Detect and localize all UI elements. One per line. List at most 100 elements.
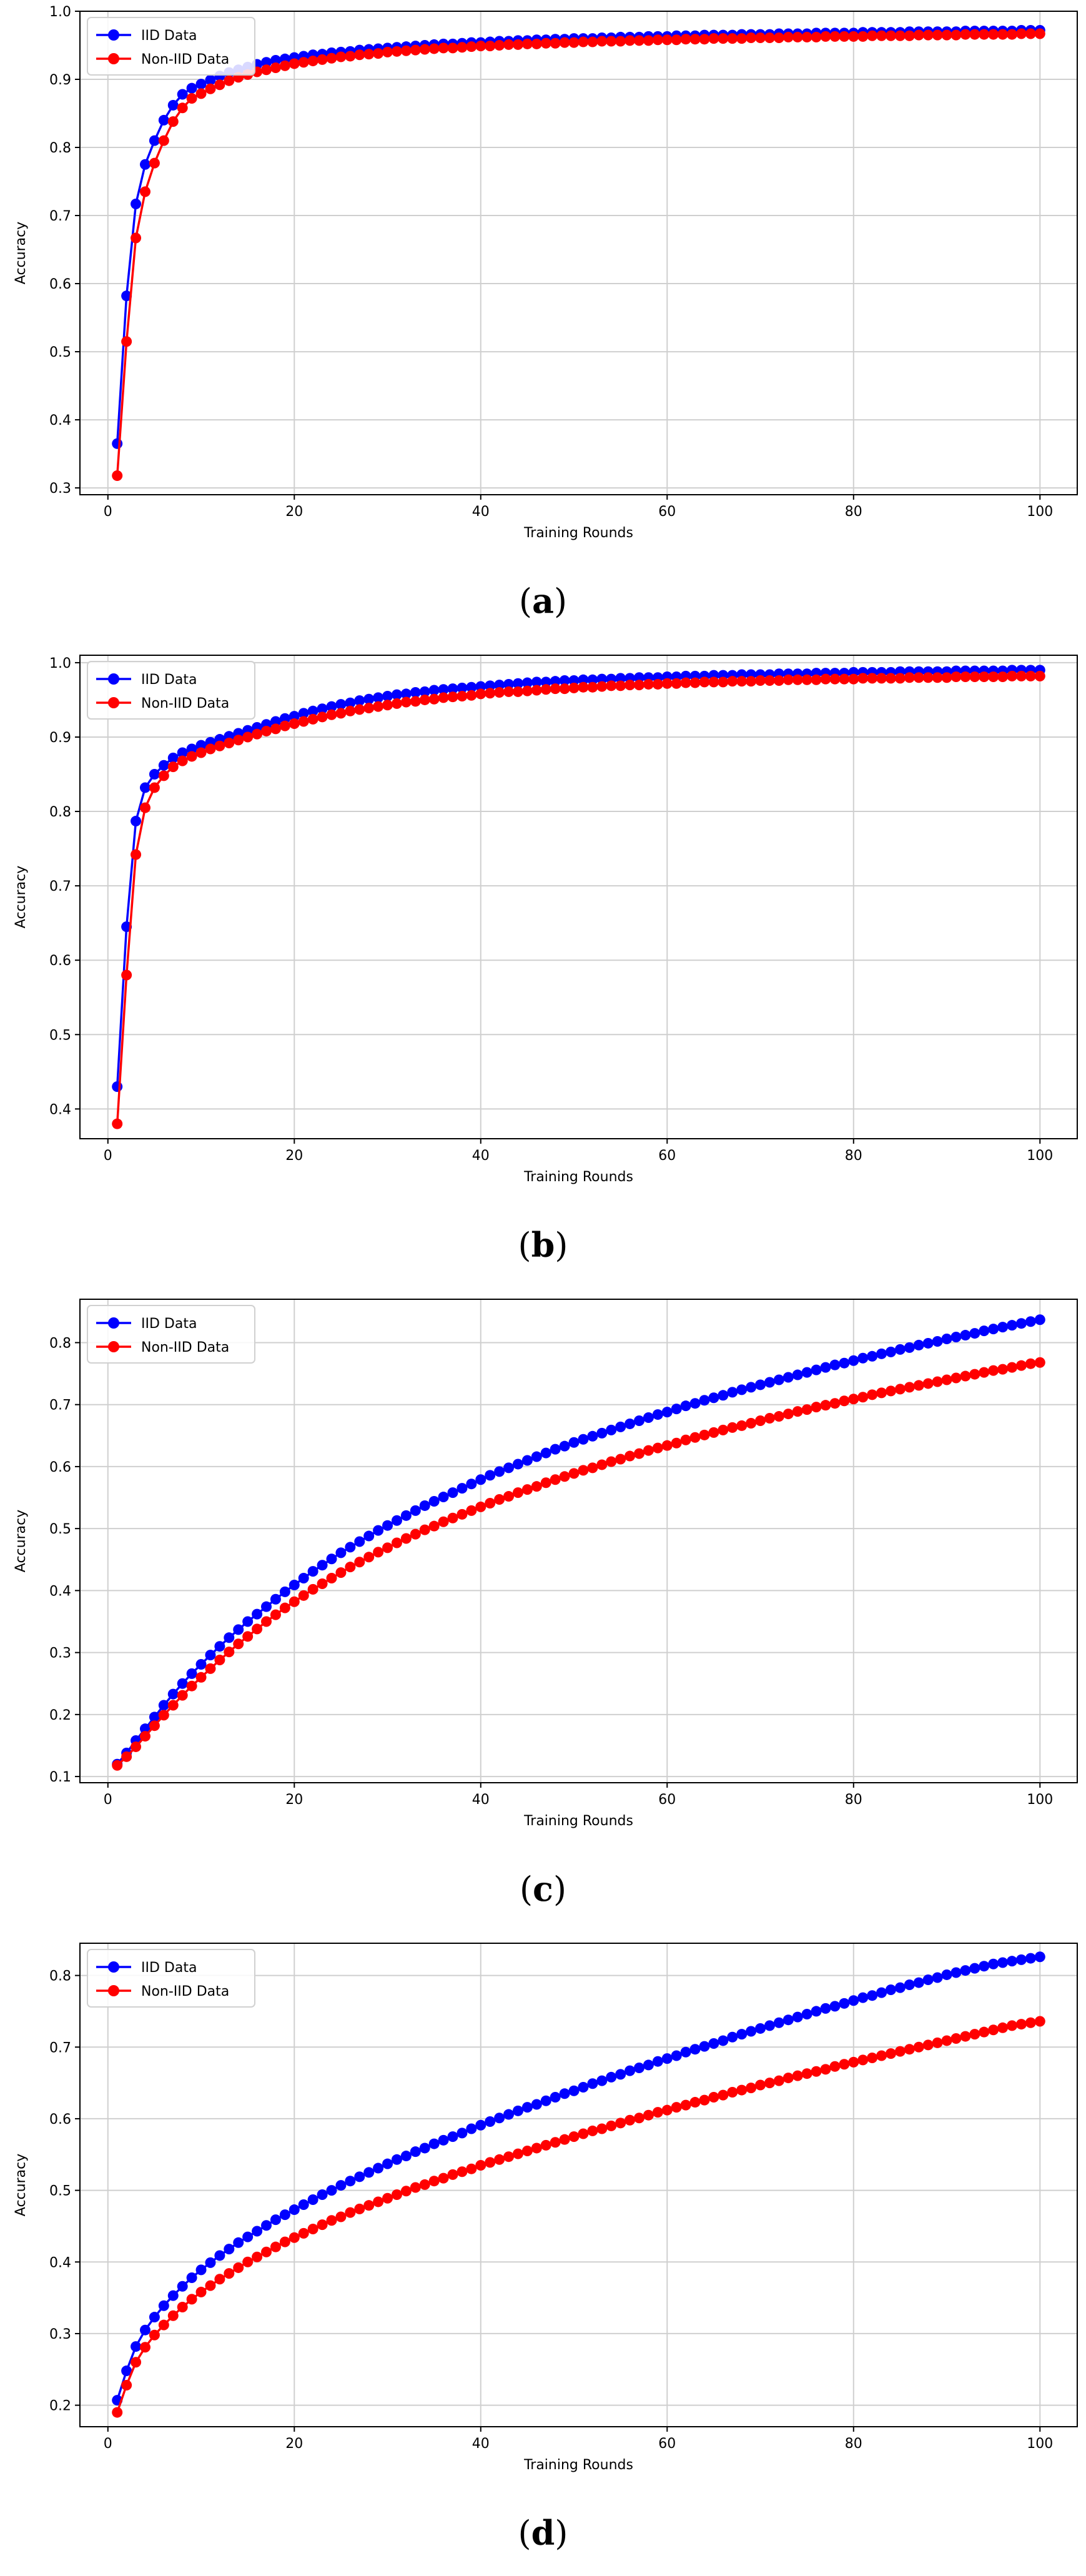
- panel-caption-a: (a): [518, 581, 568, 621]
- data-point: [689, 2097, 701, 2108]
- data-point: [177, 89, 188, 100]
- chart-panel-b: 0 20 40 60 80 100 0.4 0.5 0.6 0.7 0.8 0.9 1.0 Trainin…: [0, 644, 1086, 1288]
- data-point: [503, 1491, 515, 1502]
- data-point: [997, 1322, 1009, 1333]
- data-point: [485, 41, 496, 52]
- y-tick-label: 0.3: [49, 1646, 71, 1662]
- data-point: [634, 1415, 645, 1426]
- data-point: [503, 2109, 515, 2120]
- data-point: [270, 62, 281, 73]
- data-point: [438, 1516, 449, 1527]
- data-point: [708, 33, 719, 44]
- data-point: [391, 2154, 402, 2165]
- data-point: [997, 2022, 1009, 2033]
- data-point: [270, 54, 281, 66]
- data-point: [848, 1995, 859, 2006]
- data-point: [941, 2035, 952, 2046]
- data-point: [521, 685, 533, 696]
- data-point: [410, 1528, 421, 1540]
- data-point: [643, 1445, 654, 1456]
- data-point: [746, 2083, 757, 2094]
- y-tick-label: 0.8: [49, 1335, 71, 1351]
- data-point: [158, 1710, 169, 1721]
- data-point: [699, 2094, 710, 2106]
- data-point: [988, 671, 999, 683]
- data-point: [400, 1533, 412, 1544]
- data-point: [363, 693, 375, 705]
- data-point: [289, 711, 300, 722]
- legend: IID Data Non-IID Data: [87, 1949, 255, 2008]
- data-point: [139, 186, 151, 197]
- data-point: [773, 1374, 784, 1385]
- data-point: [913, 672, 924, 683]
- data-point: [112, 438, 123, 449]
- data-point: [307, 1566, 318, 1577]
- data-point: [261, 64, 272, 76]
- panel-label-c: c: [533, 1869, 553, 1909]
- data-point: [289, 718, 300, 730]
- legend: IID Data Non-IID Data: [87, 17, 255, 76]
- data-point: [913, 29, 924, 41]
- data-point: [457, 690, 468, 701]
- data-point: [521, 1484, 533, 1495]
- series-line: [116, 1361, 1040, 1766]
- legend-marker: [108, 29, 119, 41]
- data-point: [224, 1647, 235, 1658]
- data-point: [354, 49, 365, 61]
- data-point: [634, 2063, 645, 2074]
- data-point: [214, 740, 225, 751]
- legend-box: [87, 1949, 255, 2008]
- panel-label-d: d: [531, 2513, 555, 2553]
- data-point: [112, 1118, 123, 1129]
- data-point: [941, 1374, 952, 1385]
- x-tick-label: 60: [658, 504, 676, 520]
- data-point: [503, 1462, 515, 1474]
- data-point: [494, 40, 505, 51]
- data-point: [419, 1500, 430, 1511]
- data-point: [801, 31, 812, 42]
- data-point: [755, 32, 766, 44]
- data-point: [811, 31, 822, 42]
- data-point: [428, 2138, 440, 2149]
- data-point: [820, 2003, 831, 2014]
- data-point: [979, 1961, 990, 1972]
- y-tick-label: 0.5: [49, 2184, 71, 2199]
- data-point: [596, 1459, 608, 1470]
- data-point: [624, 2065, 636, 2076]
- data-point: [894, 1982, 906, 1993]
- data-point: [466, 2163, 477, 2174]
- data-point: [466, 1505, 477, 1516]
- data-point: [894, 30, 906, 41]
- data-point: [121, 2365, 132, 2377]
- data-point: [820, 1362, 831, 1373]
- data-point: [205, 743, 216, 755]
- data-point: [969, 671, 980, 683]
- data-point: [568, 37, 580, 48]
- data-point: [475, 1474, 486, 1485]
- data-point: [792, 2011, 803, 2023]
- data-point: [606, 2120, 617, 2131]
- data-point: [699, 2041, 710, 2052]
- data-point: [624, 1418, 636, 1429]
- data-point: [661, 2104, 673, 2116]
- data-point: [475, 2119, 486, 2131]
- data-point: [1015, 1954, 1027, 1965]
- data-point: [1034, 2016, 1045, 2027]
- y-tick-label: 0.4: [49, 1583, 71, 1599]
- data-point: [624, 2114, 636, 2126]
- data-point: [475, 1501, 486, 1512]
- y-axis-label: Accuracy: [13, 222, 29, 284]
- data-point: [606, 1456, 617, 1467]
- data-point: [671, 678, 682, 689]
- data-point: [857, 673, 869, 684]
- data-point: [531, 2099, 542, 2110]
- data-point: [279, 720, 290, 731]
- data-point: [457, 2166, 468, 2177]
- y-tick-label: 0.2: [49, 1708, 71, 1723]
- data-point: [186, 743, 197, 755]
- data-point: [475, 681, 486, 692]
- data-point: [820, 31, 831, 42]
- data-point: [270, 2241, 281, 2252]
- data-point: [941, 1334, 952, 1345]
- chart-c: 0 20 40 60 80 100 0.1 0.2 0.3 0.4 0.5 0.6 0.7 0.8 Trai…: [13, 1299, 1078, 1829]
